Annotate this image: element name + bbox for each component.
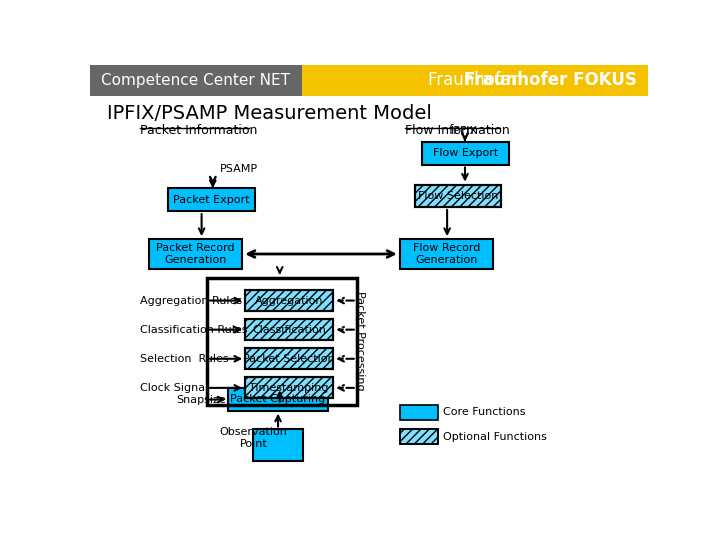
Text: Packet Information: Packet Information: [140, 124, 258, 137]
Bar: [422, 141, 508, 165]
Text: Flow Selection: Flow Selection: [418, 191, 498, 201]
Text: Flow Record
Generation: Flow Record Generation: [413, 243, 480, 265]
Bar: [245, 319, 333, 340]
Bar: [245, 348, 333, 369]
Text: Flow Export: Flow Export: [433, 148, 498, 158]
Text: Packet Export: Packet Export: [173, 195, 250, 205]
Bar: [400, 239, 493, 268]
Bar: [415, 185, 501, 207]
Bar: [400, 404, 438, 420]
Text: Selection  Rules: Selection Rules: [140, 354, 229, 364]
Text: Classification Rules: Classification Rules: [140, 325, 248, 335]
Bar: [245, 290, 333, 311]
Bar: [400, 429, 438, 444]
Bar: [245, 319, 333, 340]
Text: PSAMP: PSAMP: [220, 164, 258, 174]
Bar: [207, 278, 356, 404]
Bar: [228, 388, 328, 411]
Text: Fraunhofer FOKUS: Fraunhofer FOKUS: [464, 71, 637, 90]
Bar: [245, 377, 333, 399]
Text: Competence Center NET: Competence Center NET: [101, 73, 290, 88]
Text: Packet Selection: Packet Selection: [243, 354, 335, 364]
Text: Aggregation Rules: Aggregation Rules: [140, 295, 243, 306]
Text: Timestamping: Timestamping: [249, 383, 329, 393]
Text: Aggregation: Aggregation: [255, 295, 323, 306]
Bar: [400, 429, 438, 444]
Text: Flow Information: Flow Information: [405, 124, 510, 137]
Bar: [148, 239, 243, 268]
Text: Packet Capturing: Packet Capturing: [230, 394, 325, 404]
Text: Optional Functions: Optional Functions: [444, 431, 547, 442]
Bar: [415, 185, 501, 207]
Text: Core Functions: Core Functions: [444, 407, 526, 417]
Bar: [302, 65, 648, 96]
Text: Packet Processing: Packet Processing: [354, 292, 364, 391]
Bar: [245, 319, 333, 340]
Bar: [245, 290, 333, 311]
Text: Classification: Classification: [252, 325, 326, 335]
Text: IPFIX: IPFIX: [451, 126, 479, 136]
Bar: [245, 348, 333, 369]
Bar: [90, 65, 302, 96]
Bar: [245, 290, 333, 311]
Text: Observation
Point: Observation Point: [220, 427, 287, 449]
Text: Snapsize: Snapsize: [176, 395, 226, 404]
Bar: [245, 348, 333, 369]
Text: IPFIX/PSAMP Measurement Model: IPFIX/PSAMP Measurement Model: [107, 104, 431, 123]
Text: Fraunhofer: Fraunhofer: [428, 71, 523, 90]
Bar: [415, 185, 501, 207]
Bar: [168, 188, 255, 211]
Bar: [400, 429, 438, 444]
Bar: [253, 429, 303, 461]
Bar: [245, 377, 333, 399]
Text: Packet Record
Generation: Packet Record Generation: [156, 243, 235, 265]
Bar: [245, 377, 333, 399]
Text: Clock Signal: Clock Signal: [140, 383, 209, 393]
